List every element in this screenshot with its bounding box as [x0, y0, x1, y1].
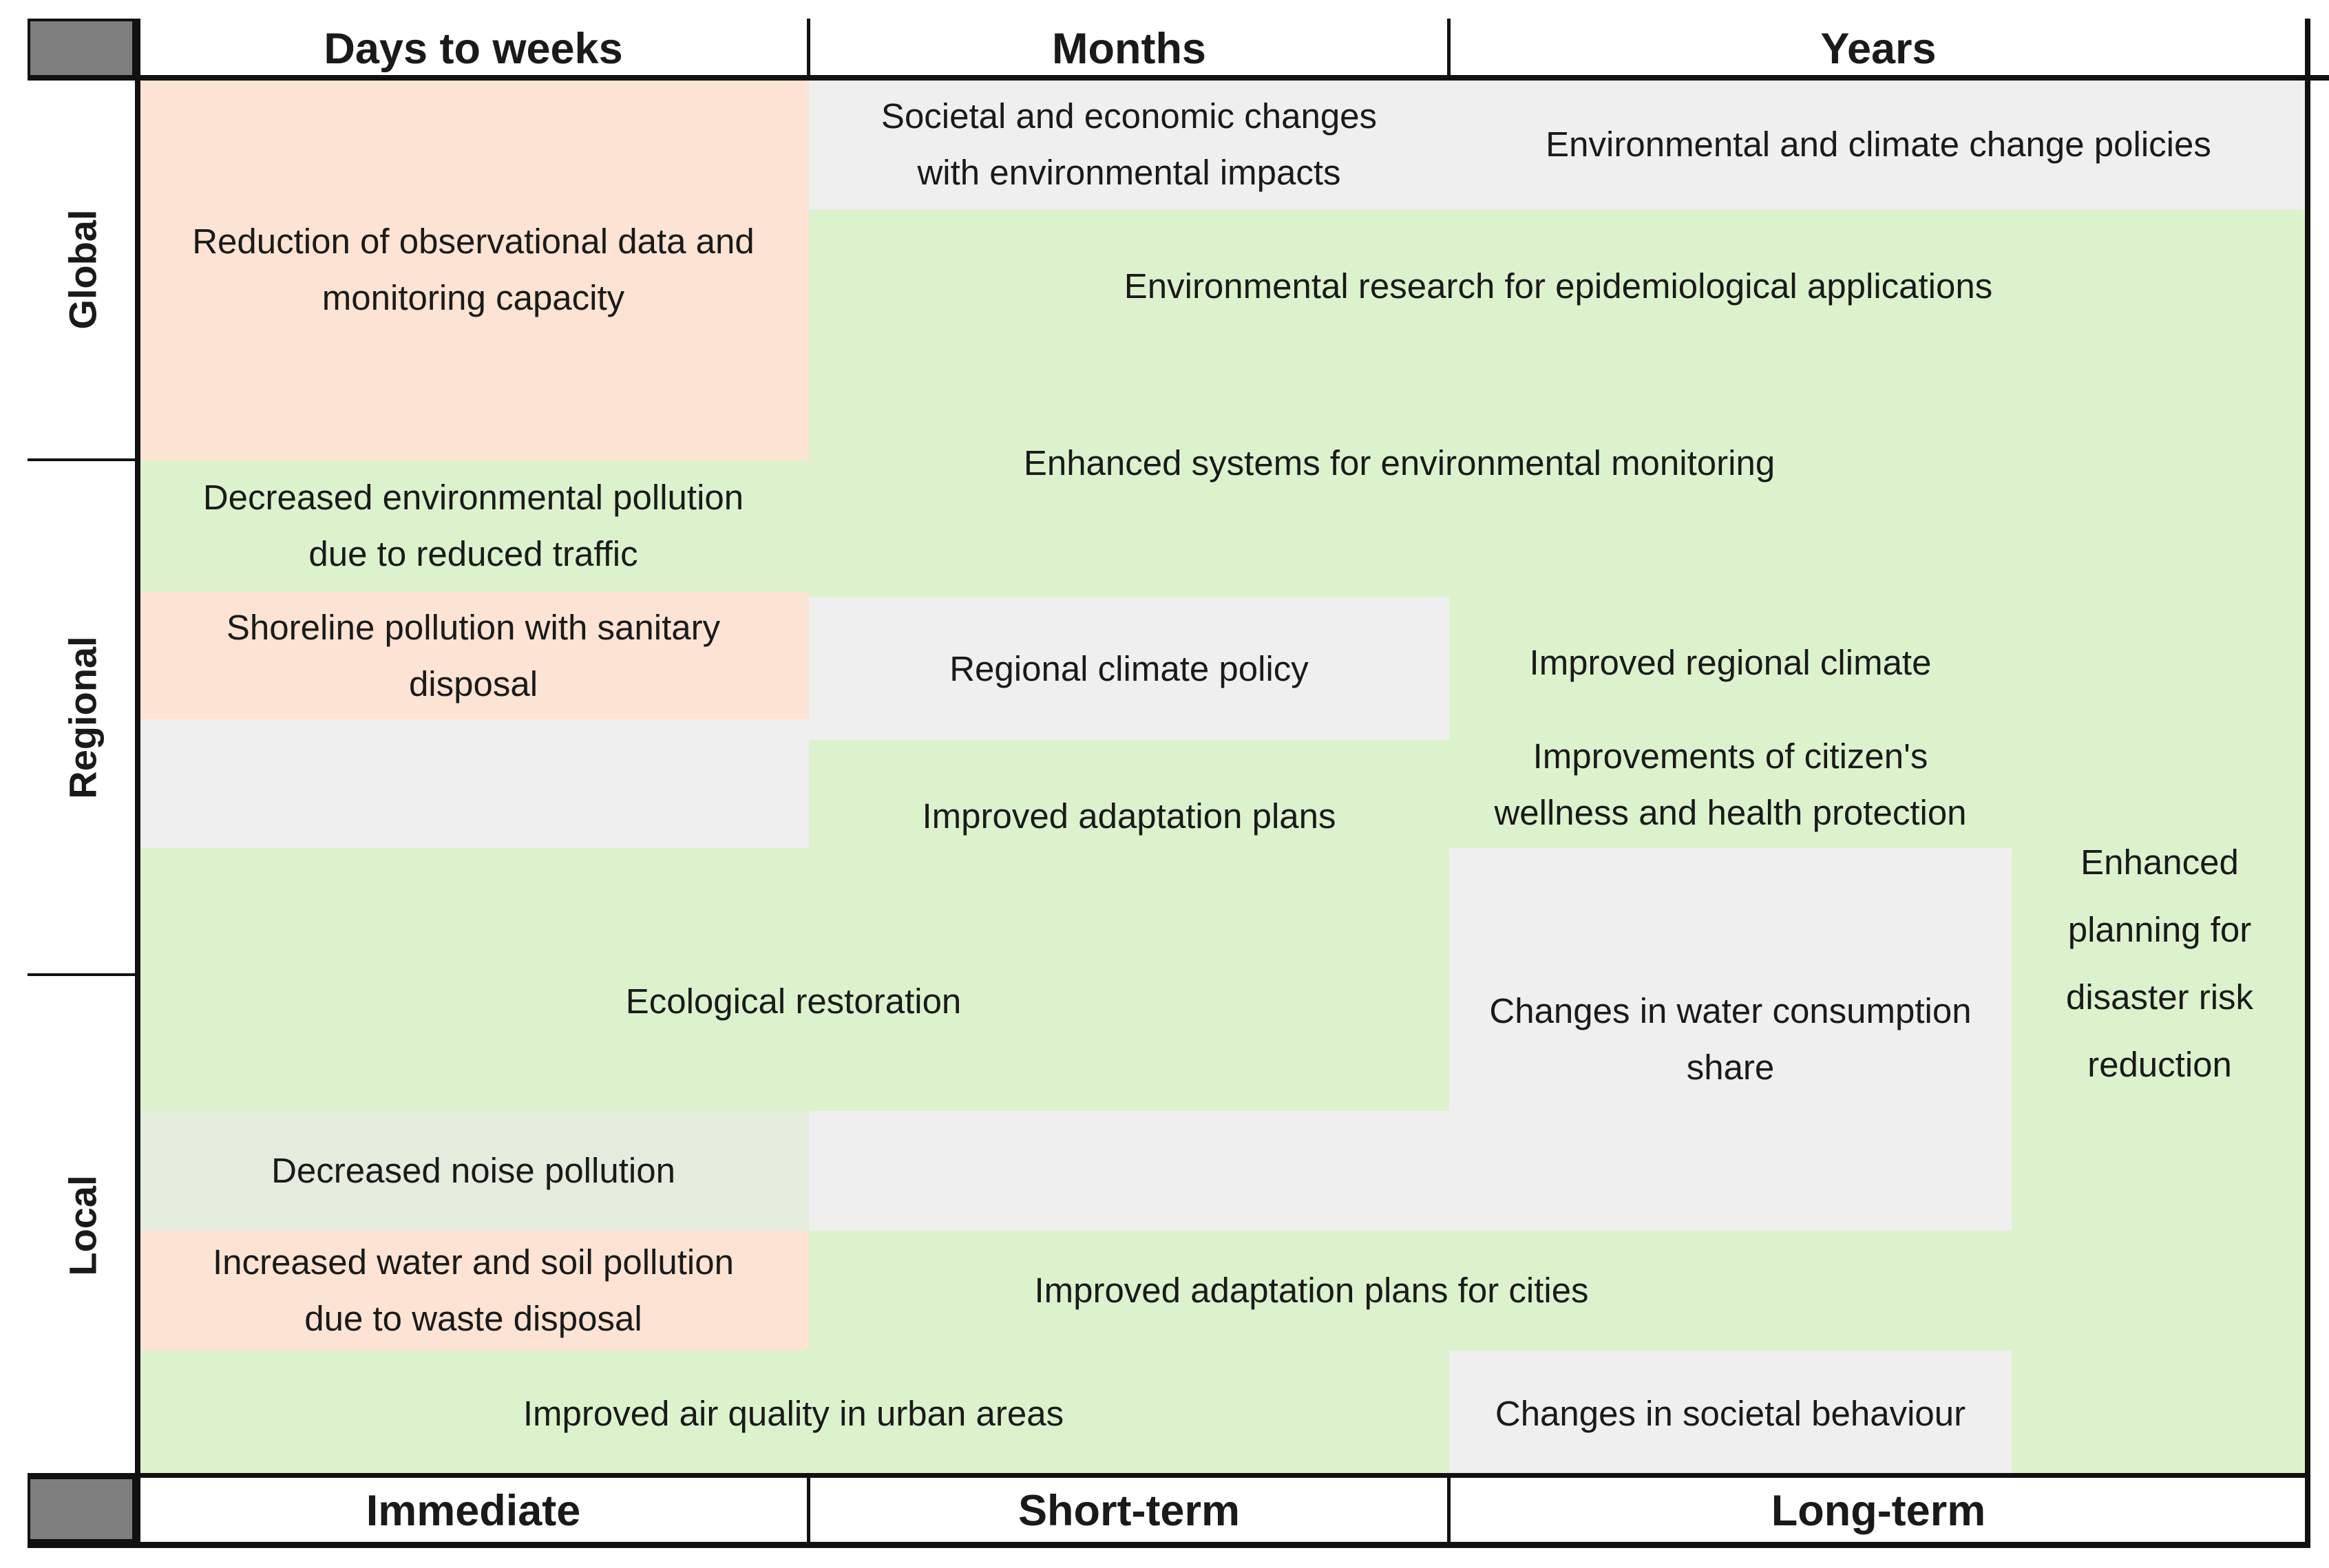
cell-enhanced-monitoring-systems: Enhanced systems for environmental monit… [1023, 443, 1775, 483]
label-column-right-border [135, 19, 140, 1548]
cell-citizens-wellness: Improvements of citizen's wellness and h… [1494, 737, 1967, 832]
cell-environmental-research: Environmental research for epidemiologic… [1124, 266, 1993, 306]
footer-label-immediate: Immediate [366, 1487, 581, 1535]
footer-top-border [28, 1473, 2310, 1478]
row-label-regional: Regional [28, 460, 138, 975]
footer-divider-immediate-short [807, 1476, 810, 1545]
row-label-global: Global [28, 79, 138, 460]
bg-decreased-noise-cell [138, 1111, 809, 1231]
cell-regional-climate-policy: Regional climate policy [949, 648, 1309, 688]
cell-increased-water-soil-pollution: Increased water and soil pollution due t… [213, 1242, 734, 1338]
bottom-left-corner-box [28, 1476, 135, 1542]
regional-local-separator-tick [28, 973, 135, 976]
cell-shoreline-pollution: Shoreline pollution with sanitary dispos… [226, 607, 721, 703]
column-header-days-to-weeks: Days to weeks [324, 25, 623, 73]
bg-societal-economic-changes-cell [809, 79, 1449, 210]
cell-decreased-noise: Decreased noise pollution [271, 1151, 675, 1190]
cell-environmental-climate-policies: Environmental and climate change policie… [1546, 125, 2211, 164]
header-bottom-border [28, 75, 2329, 81]
cell-water-consumption-share: Changes in water consumption share [1489, 991, 1972, 1087]
column-header-years: Years [1820, 25, 1937, 73]
row-label-local: Local [28, 975, 138, 1476]
cell-societal-economic-changes: Societal and economic changes with envir… [881, 96, 1378, 192]
cell-improved-city-adaptation: Improved adaptation plans for cities [1034, 1271, 1589, 1310]
cell-ecological-restoration: Ecological restoration [625, 982, 962, 1021]
top-left-corner-box [28, 19, 135, 79]
cell-decreased-pollution-traffic: Decreased environmental pollution due to… [202, 478, 744, 573]
cell-enhanced-disaster-planning: Enhanced planning for disaster risk redu… [2065, 843, 2254, 1084]
cell-improved-adaptation-plans: Improved adaptation plans [922, 796, 1336, 836]
row-label-global-text: Global [61, 209, 105, 330]
bg-water-consumption-cell [1449, 848, 2012, 1231]
table-right-border [2305, 19, 2310, 1548]
footer-label-long-term: Long-term [1771, 1487, 1986, 1535]
bg-increased-water-soil-cell [138, 1231, 809, 1350]
column-header-months: Months [1052, 25, 1206, 73]
footer-label-short-term: Short-term [1018, 1487, 1240, 1535]
header-divider-days-months [807, 19, 810, 79]
header-divider-months-years [1447, 19, 1451, 79]
bg-societal-behaviour-cell [1449, 1350, 2012, 1476]
row-label-regional-text: Regional [61, 635, 105, 799]
cell-improved-regional-climate: Improved regional climate [1529, 643, 1932, 682]
row-label-local-text: Local [61, 1175, 105, 1276]
global-regional-separator-tick [28, 458, 135, 461]
cell-societal-behaviour: Changes in societal behaviour [1495, 1393, 1966, 1433]
bg-reduction-observational-cell [138, 79, 809, 460]
cell-improved-air-quality: Improved air quality in urban areas [523, 1393, 1064, 1433]
bg-empty-gray-months-cell [809, 1111, 1449, 1231]
footer-divider-short-long [1447, 1476, 1451, 1545]
bg-empty-gray-days-cell [138, 719, 809, 848]
bg-regional-climate-policy-cell [809, 597, 1449, 740]
footer-bottom-border [28, 1542, 2310, 1548]
bg-climate-change-policies-cell [1449, 79, 2308, 210]
bg-shoreline-pollution-cell [138, 592, 809, 719]
cell-reduction-observational-data: Reduction of observational data and moni… [192, 221, 755, 317]
